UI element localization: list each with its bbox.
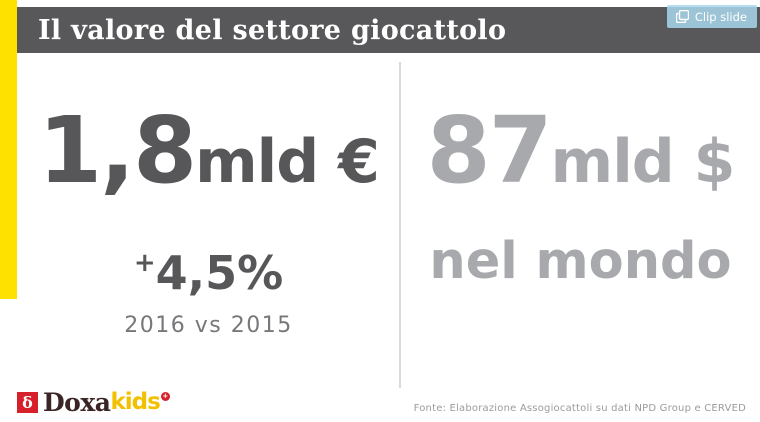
clip-icon bbox=[675, 10, 689, 23]
doxa-logo-icon: δ bbox=[17, 392, 38, 413]
source-note: Fonte: Elaborazione Assogiocattoli su da… bbox=[413, 403, 746, 414]
stat-italy: 1,8mld € +4,5% 2016 vs 2015 bbox=[18, 95, 399, 338]
doxa-logo-kids: kids bbox=[110, 389, 160, 415]
accent-bar bbox=[0, 0, 17, 299]
clip-slide-label: Clip slide bbox=[694, 9, 747, 24]
stat-world: 87mld $ nel mondo bbox=[401, 95, 760, 289]
doxakids-logo: δ Doxa kids + bbox=[17, 388, 170, 417]
stat-italy-growth-line: +4,5% bbox=[18, 239, 399, 297]
stat-italy-unit: mld € bbox=[195, 127, 380, 197]
stat-italy-value-line: 1,8mld € bbox=[18, 95, 399, 233]
stat-world-caption: nel mondo bbox=[429, 232, 732, 291]
slide-title: Il valore del settore giocattolo bbox=[38, 14, 507, 46]
doxa-logo-wordmark: Doxa bbox=[43, 388, 111, 417]
doxa-logo-plus-badge: + bbox=[160, 392, 170, 401]
column-divider bbox=[399, 62, 401, 388]
stat-italy-value: 1,8 bbox=[38, 97, 197, 204]
slide-header: Il valore del settore giocattolo bbox=[17, 7, 760, 53]
clip-slide-button[interactable]: Clip slide bbox=[666, 5, 757, 28]
stat-italy-comparison: 2016 vs 2015 bbox=[124, 313, 293, 338]
stat-world-value-line: 87mld $ bbox=[401, 95, 760, 233]
stat-world-unit: mld $ bbox=[550, 127, 736, 197]
stat-world-value: 87 bbox=[426, 97, 553, 204]
stat-italy-growth: 4,5% bbox=[155, 246, 284, 300]
stat-italy-growth-sign: + bbox=[133, 248, 156, 278]
